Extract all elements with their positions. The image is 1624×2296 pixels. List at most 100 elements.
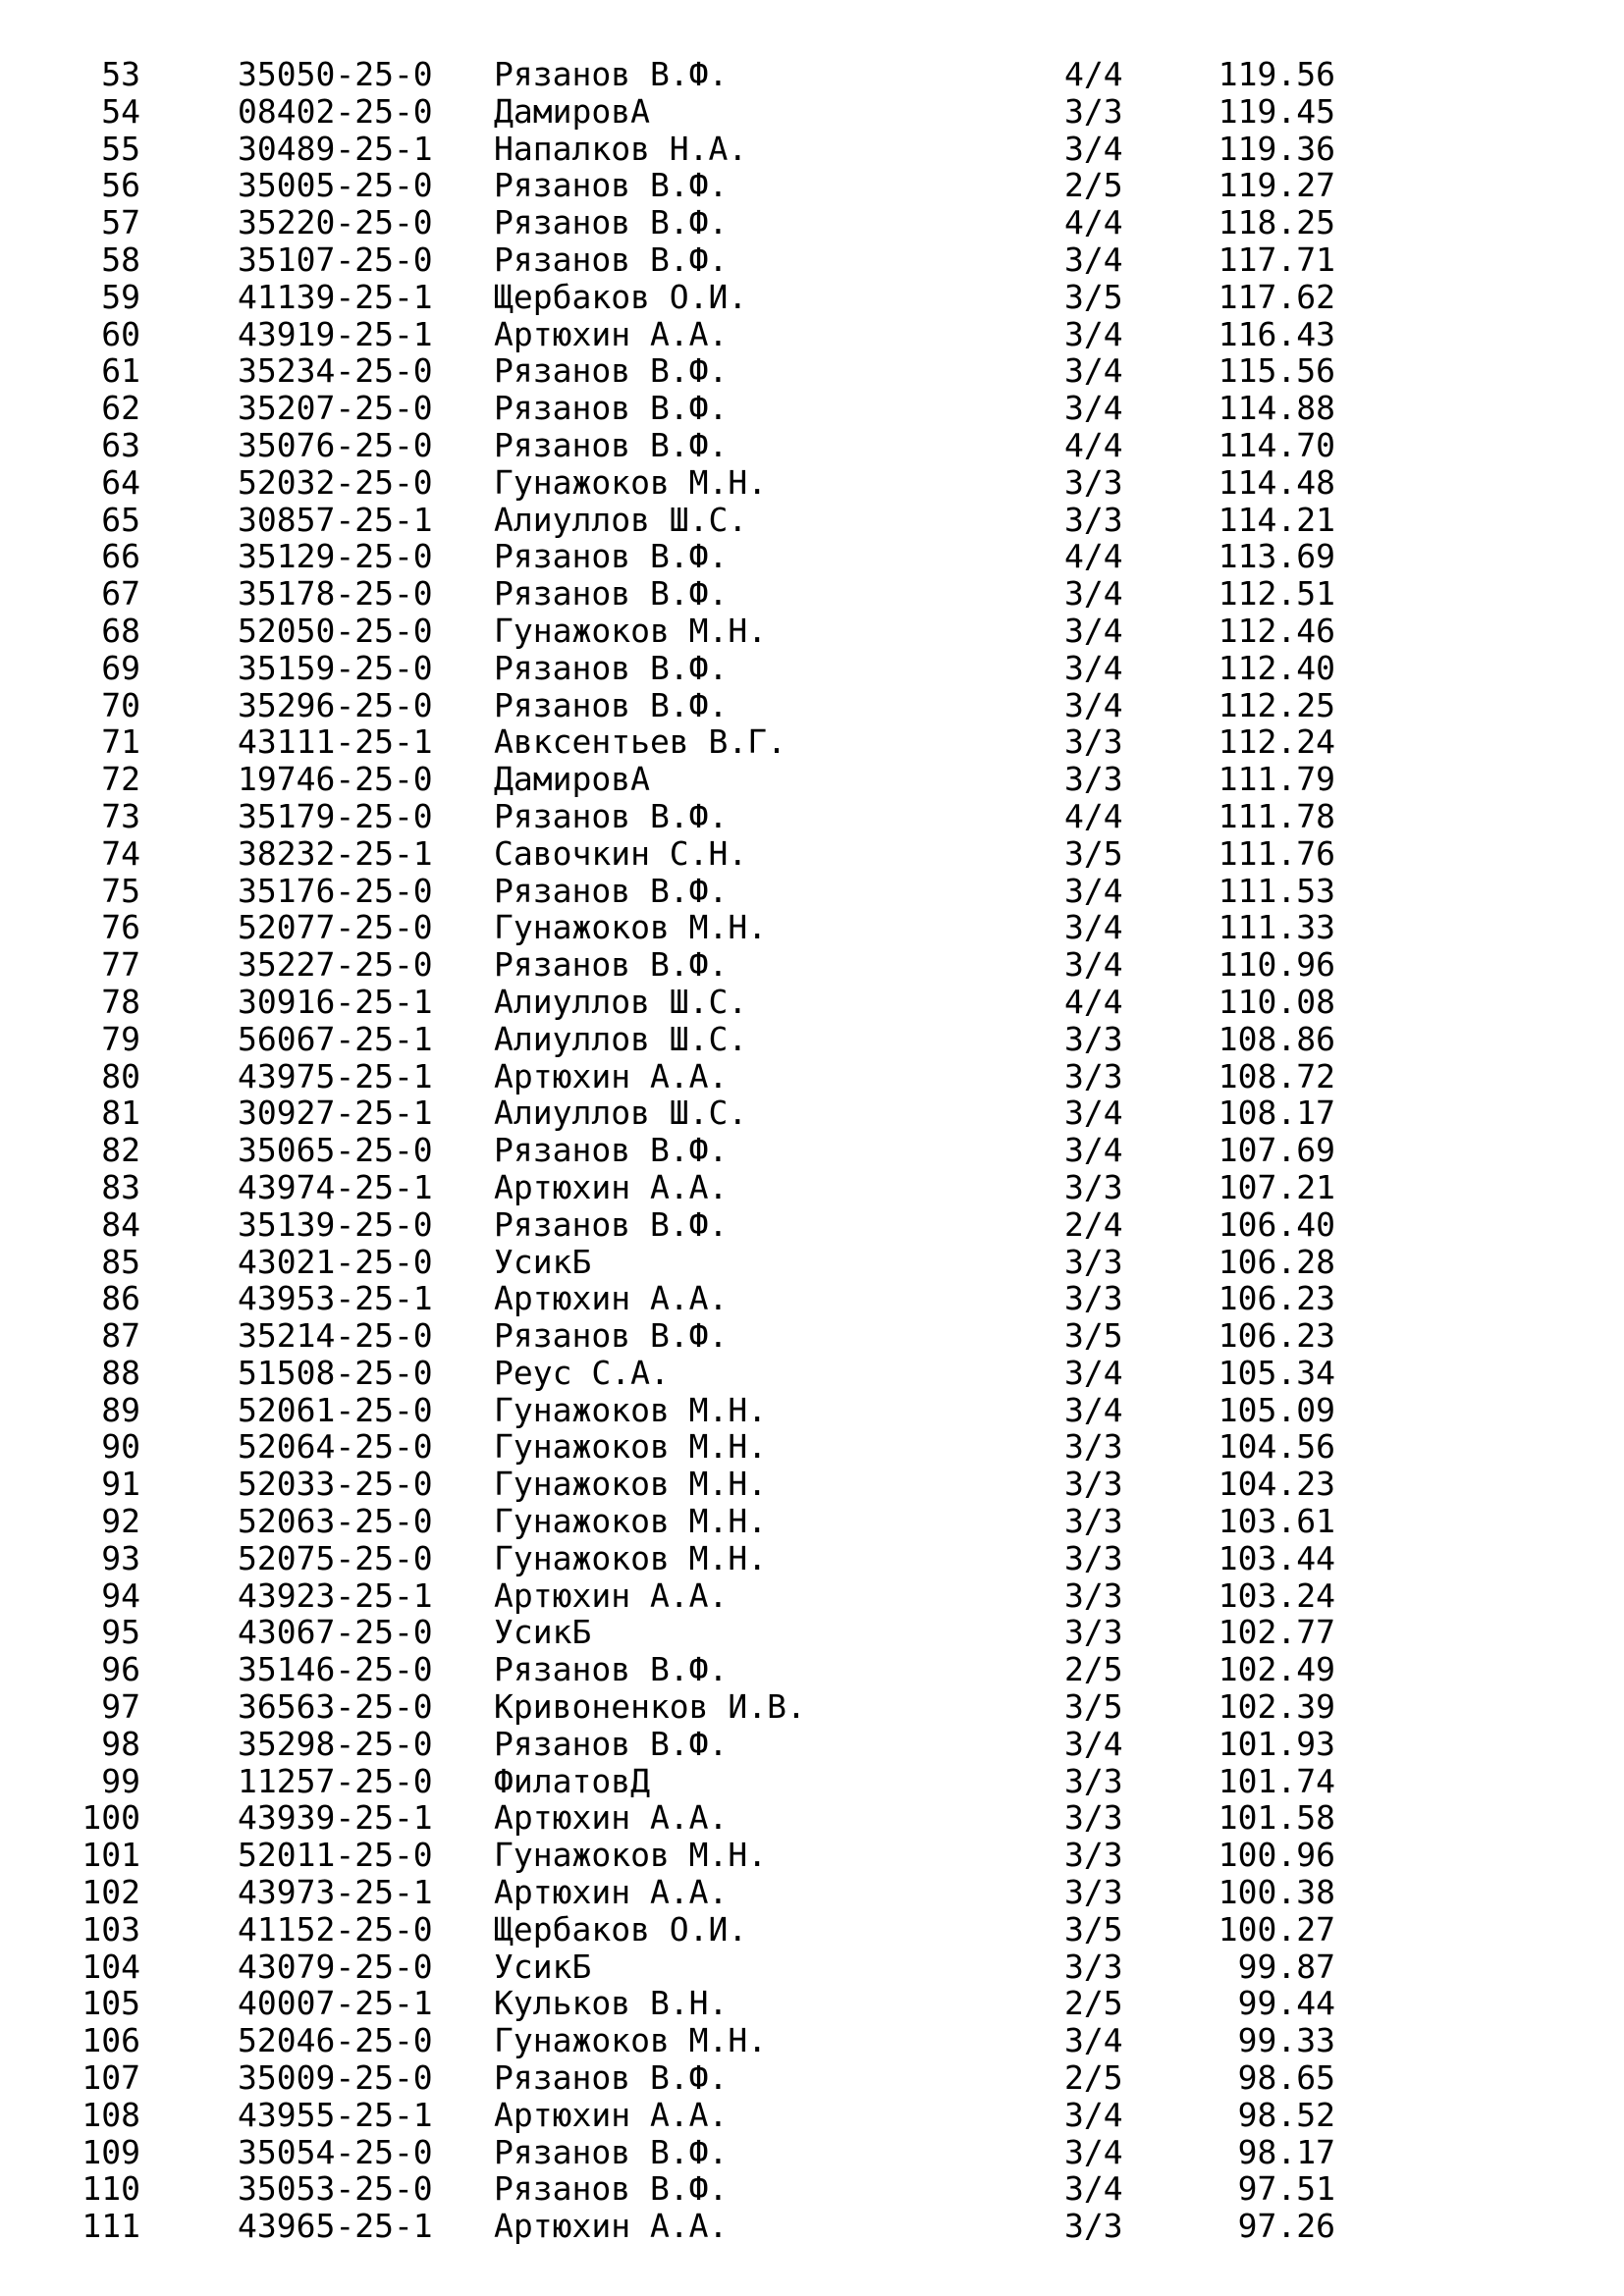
cell-rank: 67	[101, 574, 140, 614]
cell-attempts: 3/3	[1064, 1873, 1123, 1912]
cell-name: Рязанов В.Ф.	[494, 796, 729, 835]
cell-entry-id: 35076-25-0	[238, 425, 433, 464]
cell-attempts: 3/5	[1064, 1909, 1123, 1949]
cell-name: Рязанов В.Ф.	[494, 2058, 729, 2098]
cell-rank: 78	[101, 982, 140, 1021]
cell-entry-id: 52046-25-0	[238, 2021, 433, 2060]
cell-name: Гунажоков М.Н.	[494, 1502, 768, 1541]
cell-attempts: 3/3	[1064, 1761, 1123, 1800]
cell-score: 99.87	[1237, 1947, 1335, 1986]
cell-score: 112.46	[1218, 611, 1335, 650]
cell-entry-id: 43975-25-1	[238, 1056, 433, 1095]
cell-rank: 73	[101, 796, 140, 835]
cell-rank: 99	[101, 1761, 140, 1800]
cell-entry-id: 35214-25-0	[238, 1316, 433, 1356]
cell-name: Гунажоков М.Н.	[494, 1465, 768, 1504]
cell-name: Рязанов В.Ф.	[494, 537, 729, 576]
cell-entry-id: 30857-25-1	[238, 500, 433, 539]
cell-score: 105.34	[1218, 1353, 1335, 1392]
cell-entry-id: 35065-25-0	[238, 1131, 433, 1170]
cell-entry-id: 52077-25-0	[238, 908, 433, 947]
cell-rank: 62	[101, 389, 140, 428]
table-row: 106 52046-25-0 Гунажоков М.Н. 3/4 99.33	[0, 2022, 1624, 2059]
cell-entry-id: 35176-25-0	[238, 871, 433, 910]
cell-score: 106.28	[1218, 1242, 1335, 1281]
cell-rank: 66	[101, 537, 140, 576]
cell-attempts: 3/4	[1064, 2021, 1123, 2060]
cell-attempts: 4/4	[1064, 203, 1123, 242]
table-row: 84 35139-25-0 Рязанов В.Ф. 2/4 106.40	[0, 1204, 1624, 1244]
table-row: 88 51508-25-0 Реус С.А. 3/4 105.34	[0, 1355, 1624, 1392]
cell-score: 119.36	[1218, 129, 1335, 168]
cell-entry-id: 43923-25-1	[238, 1575, 433, 1615]
cell-entry-id: 52050-25-0	[238, 611, 433, 650]
cell-score: 102.49	[1218, 1650, 1335, 1689]
cell-score: 113.69	[1218, 537, 1335, 576]
cell-rank: 103	[81, 1909, 140, 1949]
cell-name: Рязанов В.Ф.	[494, 389, 729, 428]
table-row: 108 43955-25-1 Артюхин А.А. 3/4 98.52	[0, 2097, 1624, 2134]
cell-attempts: 3/3	[1064, 1019, 1123, 1058]
cell-score: 112.25	[1218, 685, 1335, 724]
table-row: 90 52064-25-0 Гунажоков М.Н. 3/3 104.56	[0, 1428, 1624, 1466]
table-row: 73 35179-25-0 Рязанов В.Ф. 4/4 111.78	[0, 798, 1624, 835]
cell-entry-id: 35220-25-0	[238, 203, 433, 242]
cell-rank: 89	[101, 1390, 140, 1429]
cell-rank: 82	[101, 1131, 140, 1170]
cell-rank: 102	[81, 1873, 140, 1912]
cell-score: 119.27	[1218, 166, 1335, 205]
cell-name: Кульков В.Н.	[494, 1984, 729, 2023]
cell-rank: 64	[101, 462, 140, 502]
cell-rank: 58	[101, 240, 140, 279]
cell-entry-id: 35159-25-0	[238, 648, 433, 687]
cell-score: 110.08	[1218, 982, 1335, 1021]
table-row: 109 35054-25-0 Рязанов В.Ф. 3/4 98.17	[0, 2132, 1624, 2171]
cell-attempts: 3/3	[1064, 1242, 1123, 1281]
cell-name: Рязанов В.Ф.	[494, 871, 729, 910]
cell-name: Гунажоков М.Н.	[494, 1538, 768, 1577]
cell-score: 103.44	[1218, 1538, 1335, 1577]
table-row: 102 43973-25-1 Артюхин А.А. 3/3 100.38	[0, 1874, 1624, 1911]
cell-score: 99.44	[1237, 1984, 1335, 2023]
table-row: 64 52032-25-0 Гунажоков М.Н. 3/3 114.48	[0, 462, 1624, 502]
table-row: 104 43079-25-0 УсикБ 3/3 99.87	[0, 1947, 1624, 1986]
cell-rank: 76	[101, 908, 140, 947]
cell-entry-id: 35053-25-0	[238, 2169, 433, 2209]
cell-attempts: 3/3	[1064, 1167, 1123, 1206]
cell-entry-id: 43973-25-1	[238, 1873, 433, 1912]
cell-score: 99.33	[1237, 2021, 1335, 2060]
cell-name: Алиуллов Ш.С.	[494, 1019, 748, 1058]
cell-rank: 98	[101, 1724, 140, 1763]
table-row: 86 43953-25-1 Артюхин А.А. 3/3 106.23	[0, 1280, 1624, 1317]
cell-attempts: 2/4	[1064, 1204, 1123, 1244]
cell-name: Рязанов В.Ф.	[494, 1316, 729, 1356]
cell-attempts: 3/4	[1064, 871, 1123, 910]
cell-name: Гунажоков М.Н.	[494, 1427, 768, 1467]
cell-score: 114.48	[1218, 462, 1335, 502]
cell-entry-id: 43079-25-0	[238, 1947, 433, 1986]
cell-name: Кривоненков И.В.	[494, 1687, 806, 1727]
table-row: 54 08402-25-0 ДамировА 3/3 119.45	[0, 92, 1624, 131]
cell-entry-id: 35178-25-0	[238, 574, 433, 614]
table-row: 96 35146-25-0 Рязанов В.Ф. 2/5 102.49	[0, 1651, 1624, 1688]
cell-attempts: 3/4	[1064, 611, 1123, 650]
table-row: 72 19746-25-0 ДамировА 3/3 111.79	[0, 761, 1624, 798]
cell-entry-id: 36563-25-0	[238, 1687, 433, 1727]
table-row: 83 43974-25-1 Артюхин А.А. 3/3 107.21	[0, 1169, 1624, 1206]
cell-entry-id: 35054-25-0	[238, 2132, 433, 2171]
cell-entry-id: 35234-25-0	[238, 351, 433, 391]
cell-name: Рязанов В.Ф.	[494, 945, 729, 985]
cell-entry-id: 35139-25-0	[238, 1204, 433, 1244]
cell-entry-id: 35005-25-0	[238, 166, 433, 205]
cell-entry-id: 43919-25-1	[238, 314, 433, 353]
table-row: 74 38232-25-1 Савочкин С.Н. 3/5 111.76	[0, 834, 1624, 873]
cell-name: Артюхин А.А.	[494, 1056, 729, 1095]
table-row: 92 52063-25-0 Гунажоков М.Н. 3/3 103.61	[0, 1503, 1624, 1540]
cell-score: 111.79	[1218, 760, 1335, 799]
cell-name: Артюхин А.А.	[494, 1167, 729, 1206]
cell-attempts: 3/4	[1064, 945, 1123, 985]
cell-score: 117.71	[1218, 240, 1335, 279]
cell-name: УсикБ	[494, 1947, 592, 1986]
cell-attempts: 3/3	[1064, 1575, 1123, 1615]
cell-score: 108.17	[1218, 1094, 1335, 1133]
